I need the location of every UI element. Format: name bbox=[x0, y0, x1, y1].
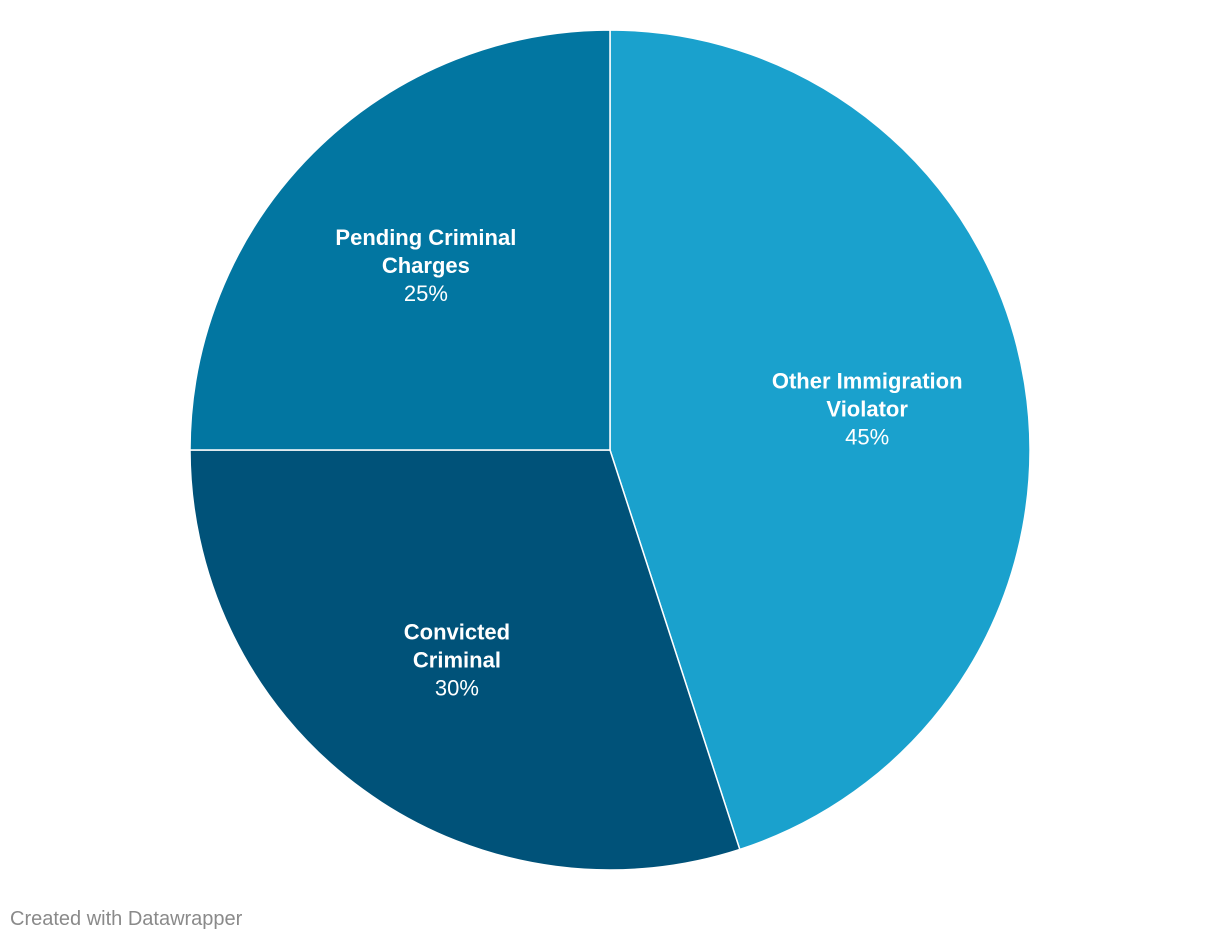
slice-label-1: Convicted Criminal 30% bbox=[404, 620, 510, 701]
slice-name-line: Convicted bbox=[404, 620, 510, 645]
pie-slices bbox=[189, 29, 1031, 871]
slice-name-line: Other Immigration bbox=[772, 368, 963, 393]
slice-name-line: Pending Criminal bbox=[335, 225, 516, 250]
slice-value-label: 30% bbox=[435, 676, 479, 701]
slice-label-2: Pending Criminal Charges 25% bbox=[335, 225, 516, 306]
slice-name-line: Charges bbox=[382, 253, 470, 278]
slice-name-line: Criminal bbox=[413, 648, 501, 673]
slice-name-line: Violator bbox=[826, 396, 908, 421]
pie-labels: Other Immigration Violator 45% Convicted Cri… bbox=[335, 225, 962, 701]
pie-chart-svg: Other Immigration Violator 45% Convicted Cri… bbox=[189, 29, 1031, 871]
pie-slice-2 bbox=[189, 29, 611, 451]
credit-text: Created with Datawrapper bbox=[10, 908, 243, 930]
pie-slice-1 bbox=[189, 449, 741, 871]
pie-slice-0 bbox=[609, 29, 1031, 851]
slice-value-label: 45% bbox=[845, 424, 889, 449]
slice-label-0: Other Immigration Violator 45% bbox=[772, 368, 963, 449]
slice-value-label: 25% bbox=[404, 281, 448, 306]
